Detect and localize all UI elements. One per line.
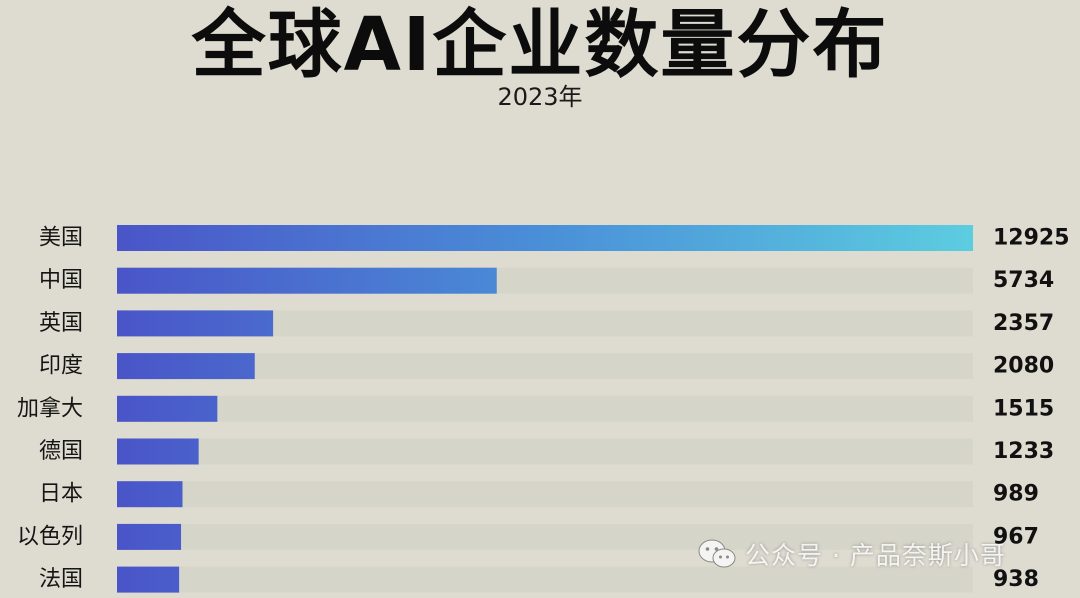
value-labels: 12925 5734 2357 2080 1515 1233 989 967 938 <box>993 226 1070 593</box>
bar-track <box>117 438 973 465</box>
bar <box>117 481 183 508</box>
value-label: 12925 <box>993 226 1070 251</box>
value-label: 1233 <box>993 439 1054 464</box>
bar-track <box>117 523 973 550</box>
value-label: 989 <box>993 482 1039 507</box>
bar <box>117 395 218 422</box>
value-label: 5734 <box>993 268 1054 293</box>
bar-track <box>117 566 973 593</box>
bar-track <box>117 395 973 422</box>
category-label: 英国 <box>39 311 83 336</box>
bar <box>117 310 274 337</box>
bar-track <box>117 481 973 508</box>
bar <box>117 523 182 550</box>
bars <box>117 225 973 593</box>
bar <box>117 267 497 294</box>
category-label: 德国 <box>39 439 83 464</box>
category-label: 以色列 <box>17 524 83 549</box>
value-label: 938 <box>993 567 1039 592</box>
value-label: 1515 <box>993 396 1054 421</box>
category-label: 美国 <box>39 226 83 251</box>
bar <box>117 353 255 380</box>
category-label: 加拿大 <box>17 395 83 421</box>
value-label: 967 <box>993 524 1039 549</box>
watermark-text: 公众号 · 产品奈斯小哥 <box>745 541 1006 570</box>
category-label: 法国 <box>39 567 83 592</box>
bar-track <box>117 353 973 380</box>
category-label: 日本 <box>39 482 83 507</box>
chart-title: 全球AI企业数量分布 <box>191 2 889 88</box>
bar <box>117 566 180 593</box>
bar <box>117 225 973 251</box>
category-label: 中国 <box>39 268 83 293</box>
bar <box>117 438 199 465</box>
watermark: 公众号 · 产品奈斯小哥 <box>697 536 1006 572</box>
category-label: 印度 <box>39 354 83 379</box>
value-label: 2080 <box>993 354 1054 379</box>
chart-subtitle: 2023年 <box>497 83 583 111</box>
wechat-icon <box>698 539 736 568</box>
value-label: 2357 <box>993 311 1054 336</box>
